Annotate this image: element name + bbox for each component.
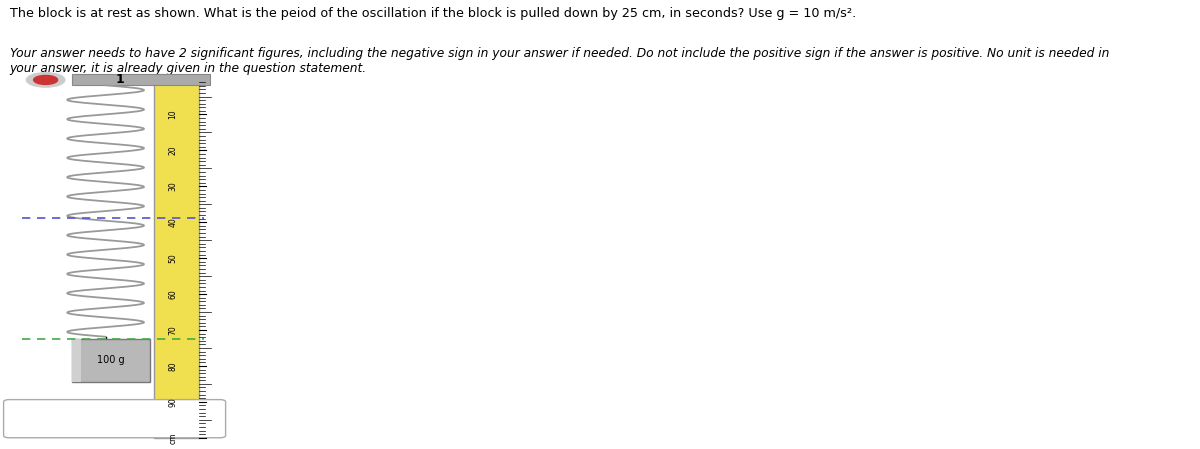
Bar	[154, 79, 199, 438]
Text: 20: 20	[168, 145, 178, 155]
Circle shape	[34, 75, 58, 84]
Text: 40: 40	[168, 217, 178, 227]
Bar	[72, 74, 210, 85]
Text: 50: 50	[168, 253, 178, 263]
Text: 60: 60	[168, 289, 178, 299]
Text: 70: 70	[168, 325, 178, 335]
Text: 30: 30	[168, 181, 178, 191]
Text: 90: 90	[168, 397, 178, 407]
Text: 1: 1	[116, 73, 125, 86]
Text: 10: 10	[168, 110, 178, 119]
Text: Your answer needs to have 2 significant figures, including the negative sign in : Your answer needs to have 2 significant …	[10, 47, 1109, 75]
Text: 80: 80	[168, 361, 178, 371]
Text: The block is at rest as shown. What is the peiod of the oscillation if the block: The block is at rest as shown. What is t…	[10, 7, 856, 20]
Bar	[72, 339, 82, 382]
Text: 100 g: 100 g	[97, 355, 125, 365]
Text: cm: cm	[168, 432, 178, 444]
Circle shape	[26, 73, 65, 87]
FancyBboxPatch shape	[4, 400, 226, 438]
Bar	[72, 339, 150, 382]
